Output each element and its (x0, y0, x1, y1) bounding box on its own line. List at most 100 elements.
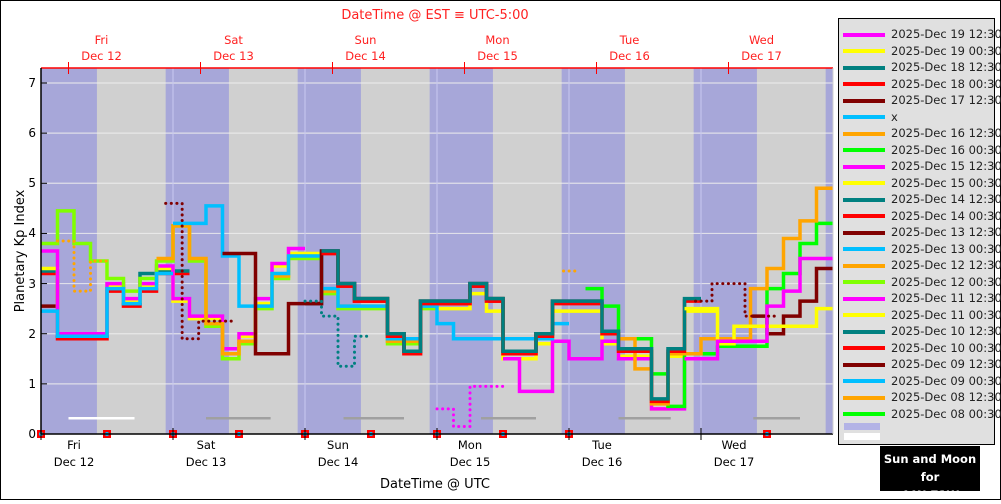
legend-label: 2025-Dec 15 00:30 (891, 175, 1001, 190)
legend-swatch (843, 214, 885, 218)
legend-label: x (891, 109, 898, 124)
legend-swatch (843, 362, 885, 367)
legend-label: 2025-Dec 19 00:30 (891, 43, 1001, 58)
y-tick-label: 5 (28, 176, 36, 191)
sun-moon-line2: 44N 71W (900, 488, 960, 502)
legend-swatch (843, 329, 885, 334)
bottom-axis-day: Sat (196, 438, 216, 452)
moon-bar (753, 417, 800, 420)
night-band (165, 68, 229, 434)
series-line (41, 271, 173, 338)
y-tick-label: 6 (28, 126, 36, 141)
legend-item: 2025-Dec 10 12:30 (843, 324, 1001, 339)
top-axis-date: Dec 17 (741, 49, 782, 63)
legend-label: 2025-Dec 13 12:30 (891, 225, 1001, 239)
moon-bar (481, 417, 536, 420)
legend-swatch (843, 379, 885, 383)
legend-label: 2025-Dec 09 12:30 (891, 357, 1001, 371)
legend-item: 2025-Dec 10 00:30 (843, 341, 1001, 356)
legend-swatch (843, 412, 885, 416)
bottom-axis-date: Dec 17 (713, 455, 755, 469)
bottom-axis-date: Dec 15 (449, 455, 491, 469)
y-tick-label: 1 (28, 376, 36, 391)
legend-item: 2025-Dec 09 12:30 (843, 357, 1001, 372)
legend-item: 2025-Dec 13 00:30 (843, 242, 1001, 257)
bottom-axis-day: Sun (327, 438, 349, 452)
legend-swatch (843, 164, 885, 169)
legend-label: 2025-Dec 16 12:30 (891, 126, 1001, 140)
night-band (693, 68, 757, 434)
legend-label: 2025-Dec 12 12:30 (891, 258, 1001, 272)
legend-item: 2025-Dec 13 12:30 (843, 225, 1001, 240)
legend-item: 2025-Dec 08 12:30 (843, 390, 1001, 405)
legend-night-swatch (844, 423, 880, 430)
legend-label: 2025-Dec 13 00:30 (891, 241, 1001, 256)
legend-item: 2025-Dec 14 00:30 (843, 209, 1001, 224)
top-axis-day: Sat (224, 33, 243, 47)
y-tick-label: 0 (28, 427, 36, 441)
legend-label: 2025-Dec 08 00:30 (891, 406, 1001, 421)
legend-label: 2025-Dec 10 00:30 (891, 340, 1001, 355)
bottom-axis-day: Fri (67, 438, 81, 452)
series-line (41, 246, 305, 351)
legend-label: 2025-Dec 19 12:30 (891, 27, 1001, 41)
y-tick-label: 3 (28, 276, 36, 291)
chart-title: DateTime @ EST ≡ UTC-5:00 (341, 8, 529, 23)
moon-bar (343, 417, 404, 420)
legend-moon-swatch (844, 433, 880, 440)
night-band (561, 68, 625, 434)
legend-item: 2025-Dec 14 12:30 (843, 192, 1001, 207)
legend-swatch (843, 115, 885, 119)
legend-label: 2025-Dec 11 12:30 (891, 291, 1001, 305)
legend-label: 2025-Dec 18 00:30 (891, 76, 1001, 91)
y-tick-label: 4 (28, 226, 36, 241)
legend-swatch (843, 65, 885, 70)
legend-swatch (843, 395, 885, 400)
legend-swatch (843, 32, 885, 37)
series-line (503, 339, 701, 411)
legend: 2025-Dec 19 12:30 2025-Dec 19 00:30 2025-D… (838, 18, 1001, 445)
y-tick-label: 7 (28, 76, 36, 90)
legend-swatch (843, 230, 885, 235)
legend-item: 2025-Dec 09 00:30 (843, 374, 1001, 389)
legend-label: 2025-Dec 10 12:30 (891, 324, 1001, 338)
moon-bar (618, 417, 671, 420)
legend-swatch (843, 181, 885, 185)
bottom-axis-date: Dec 14 (317, 455, 359, 469)
series-line (684, 306, 833, 346)
legend-item: 2025-Dec 12 12:30 (843, 258, 1001, 273)
moon-bar (68, 417, 135, 420)
legend-swatch (843, 247, 885, 251)
sun-moon-location-box: Sun and Moon for 44N 71W (880, 446, 980, 502)
legend-item: 2025-Dec 18 12:30 (843, 60, 1001, 75)
legend-label: 2025-Dec 11 00:30 (891, 307, 1001, 322)
top-axis-date: Dec 13 (213, 49, 254, 63)
legend-swatch (843, 49, 885, 53)
legend-item: 2025-Dec 08 00:30 (843, 407, 1001, 422)
legend-swatch (843, 346, 885, 350)
bottom-axis-date: Dec 16 (581, 455, 623, 469)
legend-item: 2025-Dec 12 00:30 (843, 275, 1001, 290)
legend-swatch (843, 263, 885, 268)
dotted-series-line (694, 282, 780, 318)
legend-swatch (843, 280, 885, 284)
dotted-series-line (435, 384, 505, 428)
legend-label: 2025-Dec 15 12:30 (891, 159, 1001, 173)
legend-label: 2025-Dec 12 00:30 (891, 274, 1001, 289)
sun-moon-line1: Sun and Moon for (883, 452, 977, 484)
bottom-axis-day: Wed (721, 438, 747, 452)
legend-swatch (843, 148, 885, 152)
top-axis-day: Wed (748, 33, 775, 47)
bottom-axis-day: Mon (457, 438, 483, 452)
top-axis-date: Dec 15 (477, 49, 518, 63)
top-axis-day: Mon (485, 33, 510, 47)
legend-swatch (843, 197, 885, 202)
bottom-axis-date: Dec 12 (53, 455, 95, 469)
dotted-series-line (303, 299, 373, 368)
bottom-axis-day: Tue (592, 438, 612, 452)
bottom-axis-date: Dec 13 (185, 455, 227, 469)
legend-item: x (843, 110, 898, 125)
top-axis-date: Dec 16 (609, 49, 650, 63)
y-axis-label: Planetary Kp Index (13, 189, 28, 313)
